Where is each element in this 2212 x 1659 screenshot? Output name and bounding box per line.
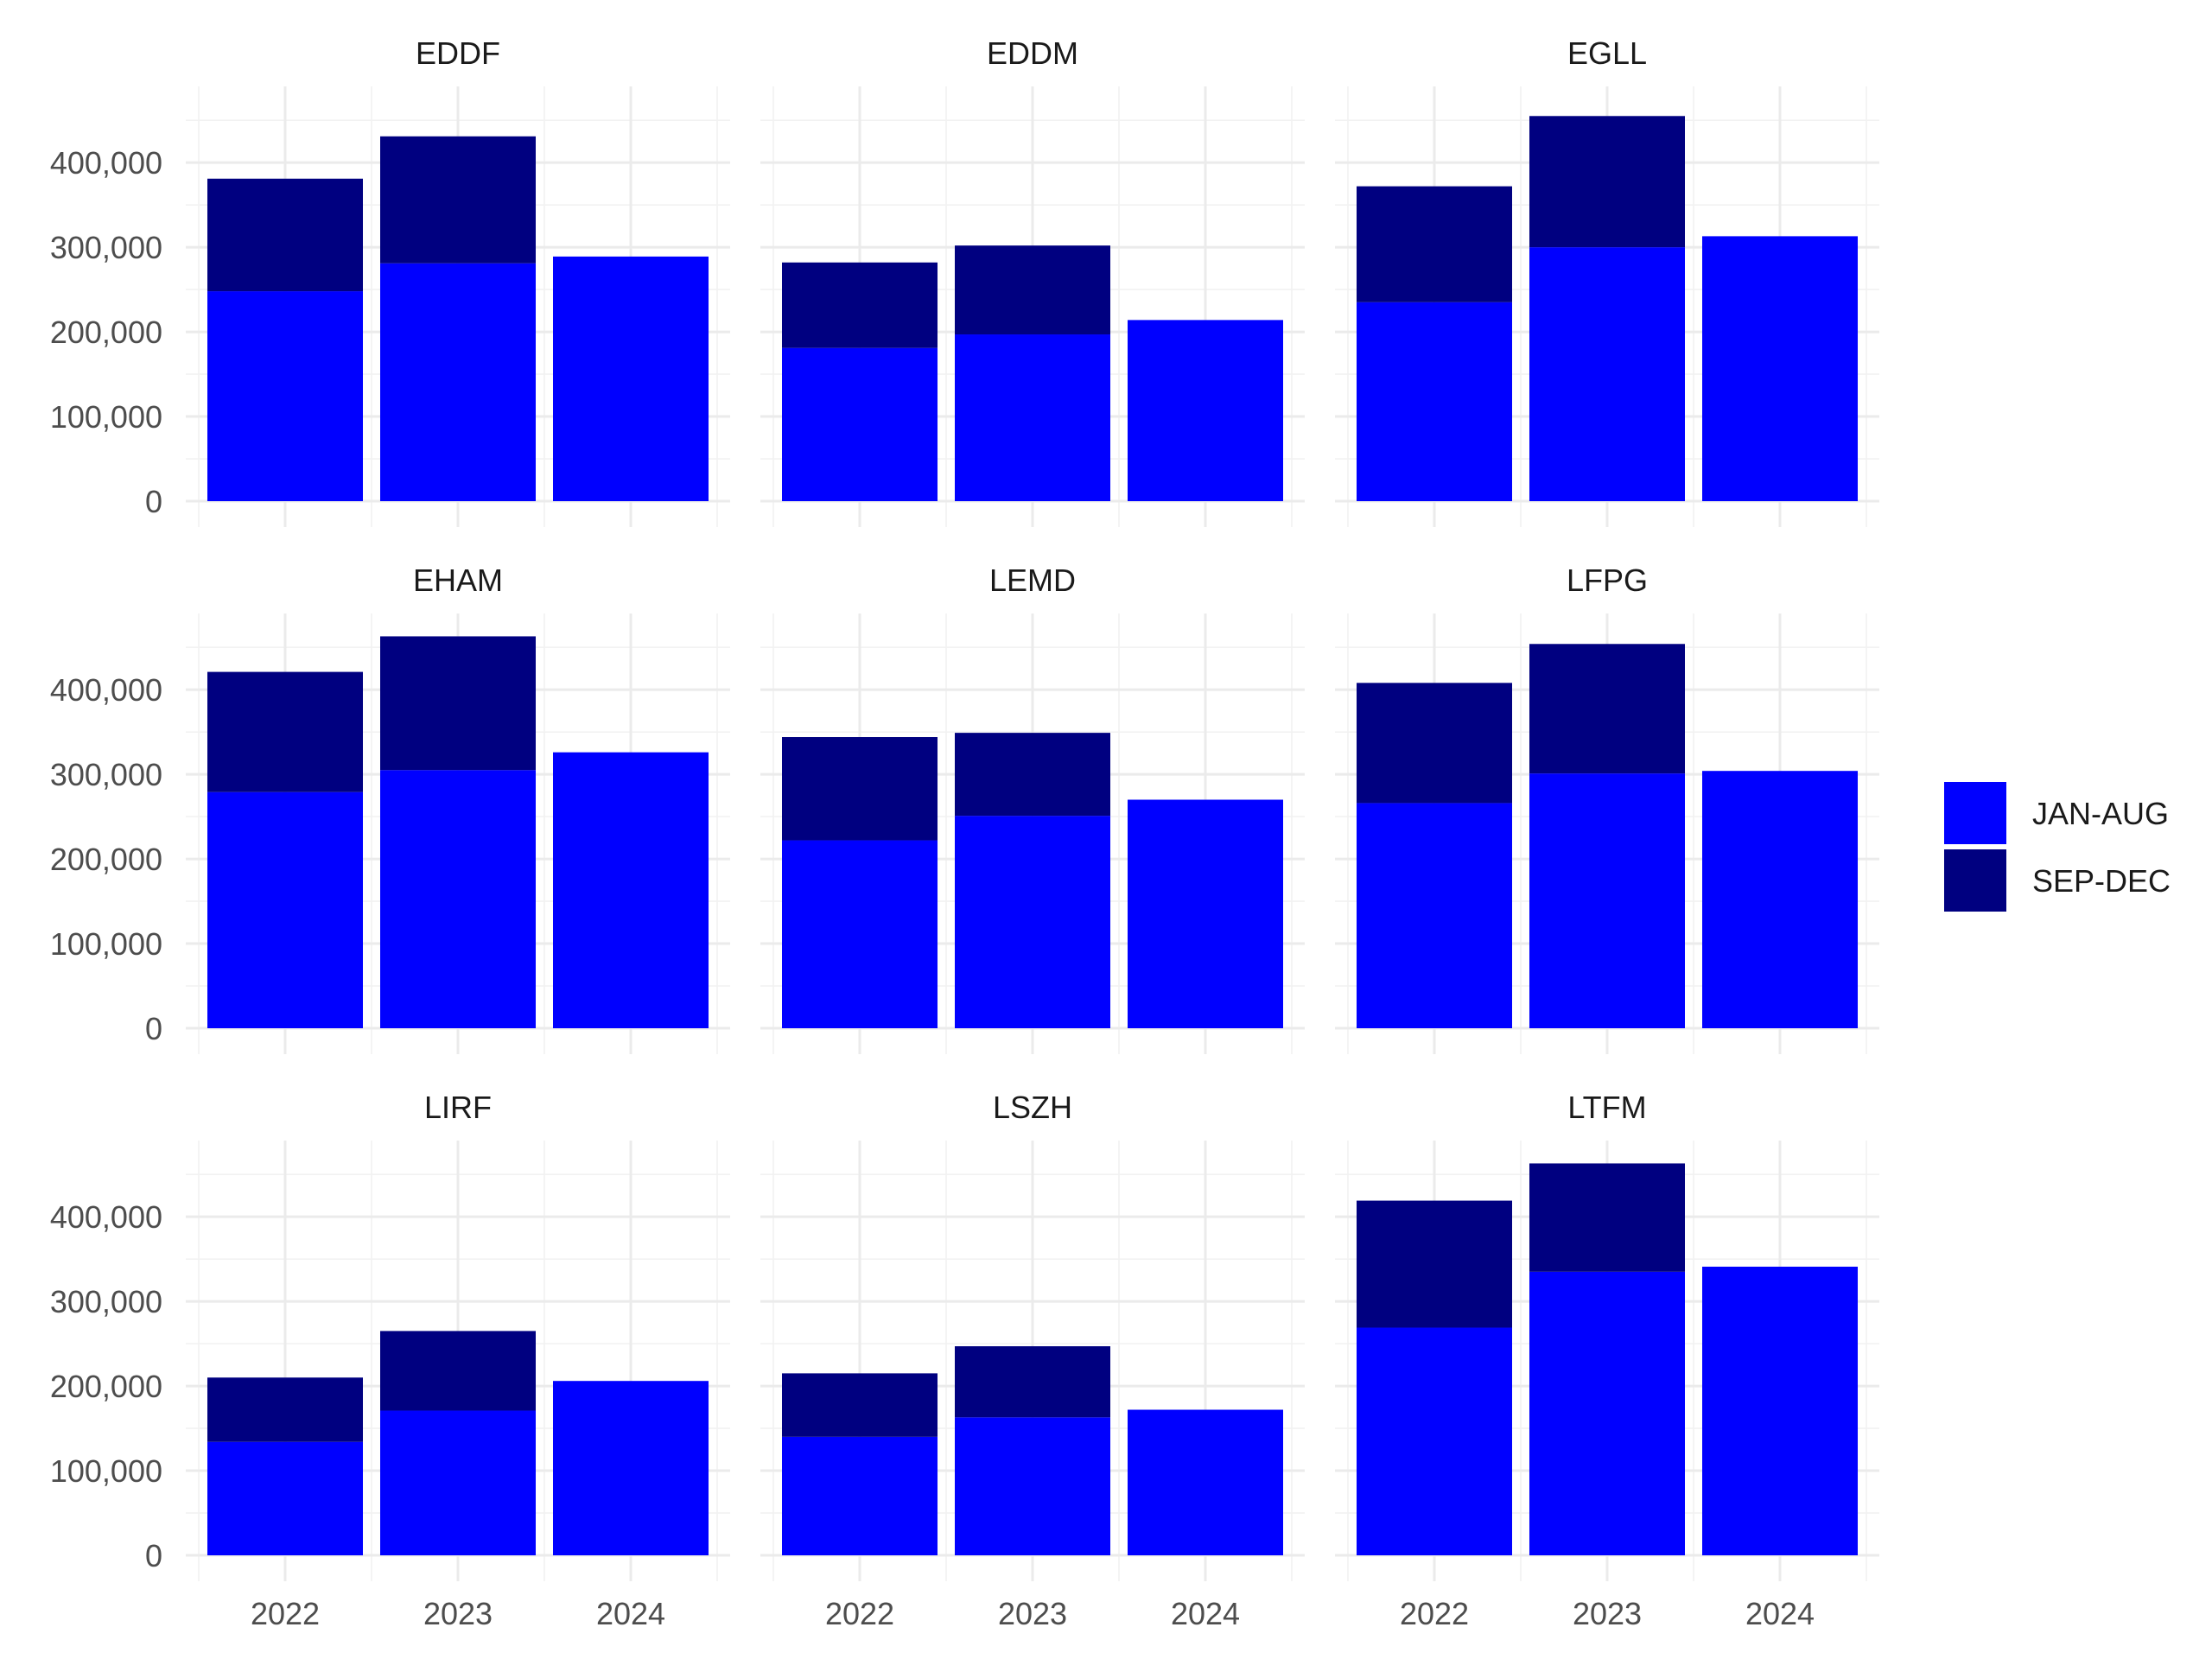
bar-lemd-2022-jan-aug	[782, 840, 938, 1028]
panel-title: LEMD	[989, 563, 1076, 598]
facet-panel-eham: EHAM 0 100,000 200,000 300,000 400,000	[50, 563, 730, 1054]
bar-lfpg-2022-sep-dec	[1357, 683, 1512, 804]
legend: JAN-AUG SEP-DEC	[1944, 782, 2171, 912]
facet-panel-lszh: LSZH 2022 2023 2024	[760, 1090, 1305, 1631]
panel-title: LFPG	[1567, 563, 1648, 598]
x-tick-label: 2024	[1745, 1596, 1815, 1631]
bar-eham-2024-jan-aug	[553, 752, 709, 1028]
x-tick-label: 2023	[423, 1596, 493, 1631]
bar-ltfm-2023-sep-dec	[1529, 1163, 1685, 1272]
x-tick-label: 2024	[596, 1596, 665, 1631]
bar-lirf-2023-sep-dec	[380, 1331, 536, 1411]
bar-lemd-2022-sep-dec	[782, 737, 938, 841]
facet-panel-eddm: EDDM	[760, 35, 1305, 527]
y-tick-label: 100,000	[50, 1453, 162, 1489]
facet-panel-lemd: LEMD	[760, 563, 1305, 1054]
bar-eham-2023-sep-dec	[380, 636, 536, 771]
bar-ltfm-2023-jan-aug	[1529, 1271, 1685, 1555]
bar-ltfm-2022-sep-dec	[1357, 1200, 1512, 1328]
panel-title: EDDM	[987, 35, 1078, 71]
bar-lirf-2022-jan-aug	[207, 1441, 363, 1555]
bar-lfpg-2024-jan-aug	[1702, 771, 1858, 1028]
y-tick-label: 200,000	[50, 1369, 162, 1404]
x-tick-label: 2024	[1171, 1596, 1240, 1631]
x-tick-label: 2023	[998, 1596, 1067, 1631]
legend-label: SEP-DEC	[2032, 863, 2171, 899]
panel-title: EDDF	[416, 35, 500, 71]
bar-lszh-2023-sep-dec	[955, 1346, 1110, 1418]
facet-panel-ltfm: LTFM 2022 2023 2024	[1335, 1090, 1879, 1631]
bar-egll-2022-sep-dec	[1357, 186, 1512, 302]
facet-panel-egll: EGLL	[1335, 35, 1879, 527]
bar-lfpg-2023-sep-dec	[1529, 644, 1685, 774]
y-tick-label: 100,000	[50, 399, 162, 435]
y-tick-label: 200,000	[50, 315, 162, 350]
bar-egll-2023-jan-aug	[1529, 247, 1685, 501]
y-tick-label: 0	[145, 1538, 162, 1573]
bar-eddm-2022-jan-aug	[782, 347, 938, 501]
bar-lemd-2023-sep-dec	[955, 733, 1110, 817]
bar-ltfm-2024-jan-aug	[1702, 1266, 1858, 1555]
bar-lfpg-2023-jan-aug	[1529, 773, 1685, 1028]
panel-title: LTFM	[1567, 1090, 1646, 1125]
bar-lszh-2024-jan-aug	[1128, 1409, 1283, 1555]
bar-eddm-2023-jan-aug	[955, 334, 1110, 501]
facet-panel-lirf: LIRF 0 100,000 200,000 300,000 400,000 2022 202…	[50, 1090, 730, 1631]
bar-lszh-2023-jan-aug	[955, 1417, 1110, 1555]
y-tick-label: 300,000	[50, 230, 162, 265]
panel-title: EHAM	[413, 563, 503, 598]
bar-eddf-2023-jan-aug	[380, 263, 536, 501]
panel-title: LSZH	[993, 1090, 1072, 1125]
panel-title: EGLL	[1567, 35, 1647, 71]
bar-eddm-2024-jan-aug	[1128, 320, 1283, 501]
bar-eddf-2022-sep-dec	[207, 178, 363, 292]
bar-eddm-2022-sep-dec	[782, 262, 938, 348]
y-tick-label: 0	[145, 484, 162, 519]
panel-title: LIRF	[424, 1090, 492, 1125]
bar-ltfm-2022-jan-aug	[1357, 1327, 1512, 1555]
y-tick-label: 300,000	[50, 757, 162, 792]
bar-eddf-2022-jan-aug	[207, 291, 363, 501]
bar-lfpg-2022-jan-aug	[1357, 803, 1512, 1028]
x-tick-label: 2022	[251, 1596, 320, 1631]
x-tick-label: 2022	[1400, 1596, 1469, 1631]
legend-key-sep-dec	[1944, 849, 2006, 912]
bar-eham-2022-jan-aug	[207, 791, 363, 1028]
bar-egll-2023-sep-dec	[1529, 116, 1685, 248]
bar-eddf-2023-sep-dec	[380, 136, 536, 264]
x-tick-label: 2022	[825, 1596, 894, 1631]
legend-label: JAN-AUG	[2032, 796, 2169, 831]
bar-eddm-2023-sep-dec	[955, 245, 1110, 335]
y-tick-label: 400,000	[50, 1199, 162, 1235]
bar-lszh-2022-jan-aug	[782, 1436, 938, 1555]
y-tick-label: 100,000	[50, 926, 162, 962]
y-tick-label: 400,000	[50, 145, 162, 181]
facet-panel-eddf: EDDF 0 100,000 200,000 300,000 400,000	[50, 35, 730, 527]
y-tick-label: 0	[145, 1011, 162, 1046]
bar-egll-2024-jan-aug	[1702, 236, 1858, 501]
bar-lirf-2023-jan-aug	[380, 1410, 536, 1555]
bar-egll-2022-jan-aug	[1357, 302, 1512, 501]
bar-lirf-2024-jan-aug	[553, 1381, 709, 1555]
bar-lemd-2023-jan-aug	[955, 816, 1110, 1028]
bar-eham-2023-jan-aug	[380, 770, 536, 1028]
bar-lirf-2022-sep-dec	[207, 1377, 363, 1442]
bar-eham-2022-sep-dec	[207, 671, 363, 792]
bar-eddf-2024-jan-aug	[553, 256, 709, 501]
bar-lszh-2022-sep-dec	[782, 1373, 938, 1437]
x-tick-label: 2023	[1573, 1596, 1642, 1631]
y-tick-label: 200,000	[50, 842, 162, 877]
y-tick-label: 300,000	[50, 1284, 162, 1319]
bar-lemd-2024-jan-aug	[1128, 799, 1283, 1028]
facet-panel-lfpg: LFPG	[1335, 563, 1879, 1054]
legend-key-jan-aug	[1944, 782, 2006, 844]
y-tick-label: 400,000	[50, 672, 162, 708]
